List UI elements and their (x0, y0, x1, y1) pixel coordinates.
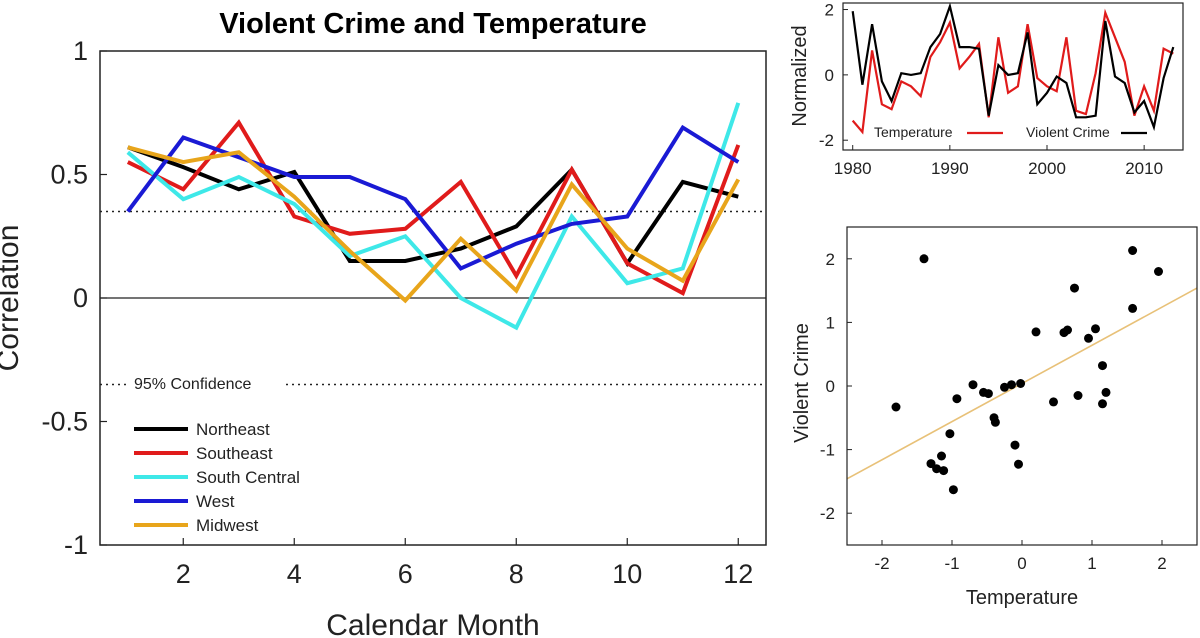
ts-series-line-temperature (851, 8, 1174, 135)
scatter-point (1091, 324, 1100, 334)
sc-y-tick-label: 1 (826, 313, 835, 332)
y-tick-label: 0 (73, 283, 88, 313)
scatter-x-axis-label: Temperature (966, 587, 1078, 609)
legend-label-south-central: South Central (196, 468, 300, 487)
scatter-point (990, 417, 1000, 427)
x-tick-label: 8 (509, 559, 524, 589)
scatter-point (948, 485, 958, 495)
legend-label-midwest: Midwest (196, 516, 259, 535)
sc-y-tick-label: -1 (820, 441, 835, 460)
series-line-south-central (126, 102, 741, 331)
y-tick-label: -0.5 (41, 407, 88, 437)
ts-x-tick-label: 2000 (1028, 159, 1066, 178)
scatter-point (1000, 382, 1009, 392)
ts-x-tick-label: 2010 (1125, 159, 1163, 178)
main-x-axis-label: Calendar Month (326, 609, 539, 638)
main-y-axis-label: Correlation (0, 225, 25, 372)
ts-y-tick-label: 2 (825, 1, 834, 20)
ts-y-tick-label: -2 (819, 131, 834, 150)
y-tick-label: 1 (73, 36, 88, 66)
scatter-point (1073, 391, 1083, 400)
scatter-point (891, 402, 901, 412)
x-tick-label: 2 (176, 559, 191, 589)
time-series-legend: Temperature Violent Crime (874, 124, 1147, 140)
scatter-chart: -2 -1 0 1 2 2 1 0 -1 -2 Temperature Violent Crime (791, 226, 1198, 609)
scatter-point (1101, 387, 1111, 397)
scatter-point (945, 429, 955, 439)
main-chart-title: Violent Crime and Temperature (219, 8, 647, 40)
scatter-point (1031, 327, 1041, 337)
scatter-point (1154, 267, 1163, 276)
scatter-point (1010, 440, 1020, 450)
scatter-point (1098, 399, 1107, 409)
ts-series-line-violent-crime (851, 2, 1175, 132)
scatter-point (1049, 397, 1058, 407)
main-legend: Northeast Southeast South Central West M… (134, 420, 300, 535)
y-tick-label: 0.5 (50, 160, 88, 190)
main-correlation-chart: Violent Crime and Temperature 2 4 6 8 10 1210… (0, 8, 767, 638)
scatter-point (1098, 361, 1107, 371)
ts-x-tick-label: 1990 (931, 159, 969, 178)
legend-label-west: West (196, 492, 235, 511)
main-plot-frame (99, 50, 767, 546)
sc-x-tick-label: -2 (874, 554, 889, 573)
series-line-southeast (126, 119, 741, 296)
scatter-point (1128, 246, 1138, 255)
confidence-label: 95% Confidence (134, 376, 252, 393)
y-tick-label: -1 (64, 530, 88, 560)
scatter-point (952, 394, 962, 404)
scatter-point (1016, 379, 1026, 388)
x-tick-label: 10 (612, 559, 642, 589)
sc-x-tick-label: -1 (944, 554, 959, 573)
sc-x-tick-label: 0 (1017, 554, 1026, 573)
scatter-point (1063, 325, 1072, 335)
scatter-point (983, 389, 993, 399)
legend-label-northeast: Northeast (196, 420, 270, 439)
x-tick-label: 12 (723, 559, 753, 589)
time-series-frame (842, 2, 1184, 151)
scatter-point (919, 254, 929, 264)
sc-y-tick-label: 2 (826, 250, 835, 269)
time-series-chart: 1980 1990 2000 2010 2 0 -2 Normalized Temperat… (789, 1, 1184, 178)
scatter-frame (846, 226, 1198, 546)
x-tick-label: 4 (287, 559, 302, 589)
scatter-point (968, 380, 978, 390)
sc-y-tick-label: -2 (820, 504, 835, 523)
sc-x-tick-label: 2 (1157, 554, 1166, 573)
sc-x-tick-label: 1 (1087, 554, 1096, 573)
scatter-point (932, 464, 942, 474)
scatter-point (937, 451, 946, 461)
ts-y-tick-label: 0 (825, 66, 834, 85)
series-line-west (126, 124, 740, 271)
scatter-point (1084, 333, 1093, 343)
time-series-y-axis-label: Normalized (789, 25, 811, 126)
scatter-point (1070, 283, 1079, 293)
series-line-midwest (127, 145, 741, 304)
legend-label-violent-crime: Violent Crime (1026, 124, 1110, 140)
series-line-northeast (127, 145, 739, 268)
confidence-label-background (128, 374, 286, 394)
sc-y-tick-label: 0 (826, 377, 835, 396)
legend-label-temperature: Temperature (874, 124, 953, 140)
x-tick-label: 6 (398, 559, 413, 589)
scatter-point (1007, 380, 1016, 390)
scatter-y-axis-label: Violent Crime (791, 323, 813, 443)
legend-label-southeast: Southeast (196, 444, 273, 463)
scatter-point (1014, 459, 1023, 469)
scatter-point (939, 466, 949, 476)
ts-x-tick-label: 1980 (834, 159, 872, 178)
scatter-point (1128, 303, 1138, 313)
